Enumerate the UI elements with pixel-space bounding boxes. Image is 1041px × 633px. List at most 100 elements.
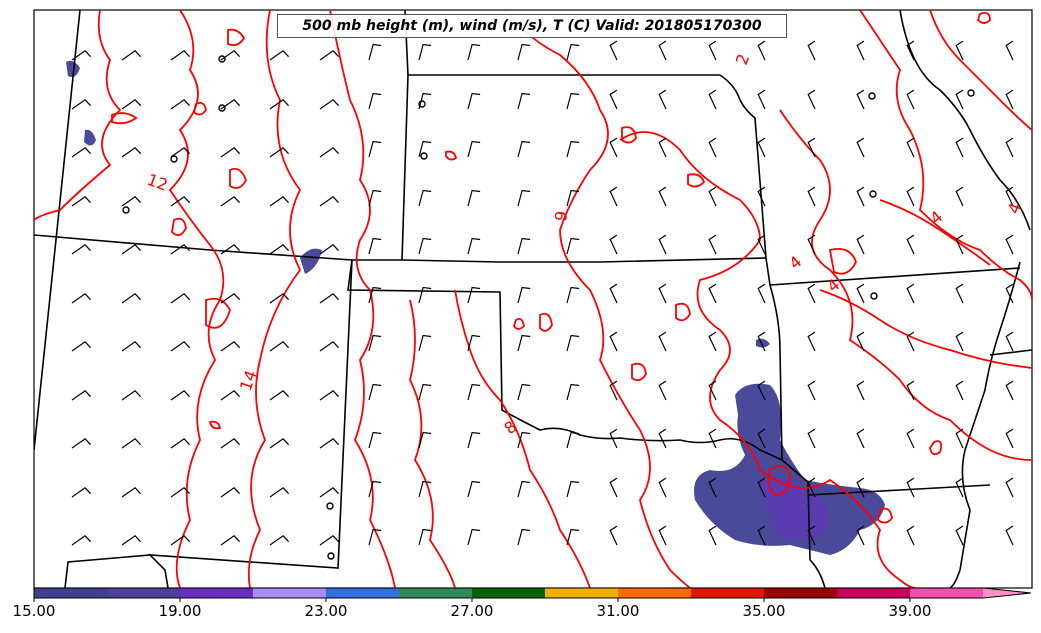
- wind-barb: [566, 140, 580, 158]
- wind-barb: [856, 380, 865, 401]
- wind-barb: [269, 244, 290, 255]
- wind-barb: [807, 477, 816, 498]
- wind-barb: [1005, 89, 1014, 110]
- wind-barb: [467, 334, 481, 352]
- colorbar-extension: [983, 588, 1031, 598]
- wind-barb: [269, 535, 290, 546]
- wind-barb: [71, 341, 92, 352]
- wind-barb: [609, 380, 618, 401]
- wind-barb: [856, 234, 865, 255]
- wind-barb: [220, 535, 241, 546]
- wind-barb: [467, 286, 481, 304]
- wind-barb: [609, 137, 618, 158]
- wind-barb: [517, 431, 531, 449]
- state-borders: [34, 10, 1032, 588]
- wind-barb: [517, 528, 531, 546]
- wind-barb: [566, 528, 580, 546]
- wind-barb: [1005, 40, 1014, 61]
- wind-barb: [418, 431, 432, 449]
- wind-barb: [1005, 525, 1014, 546]
- wind-barb: [220, 438, 241, 449]
- contour-label: 6: [550, 209, 570, 222]
- wind-barb: [566, 431, 580, 449]
- wind-barb: [1005, 234, 1014, 255]
- wind-barb: [220, 244, 241, 255]
- wind-barb: [170, 147, 191, 158]
- wind-barb: [418, 334, 432, 352]
- wind-barb: [170, 244, 191, 255]
- wind-barb: [1005, 331, 1014, 352]
- wind-barb: [807, 137, 816, 158]
- wind-barb: [955, 137, 964, 158]
- wind-barb: [609, 40, 618, 61]
- wind-barb: [319, 535, 340, 546]
- wind-barb: [319, 196, 340, 207]
- wind-barb: [517, 189, 531, 207]
- wind-barb: [269, 390, 290, 401]
- wind-barb: [906, 283, 915, 304]
- wind-barb: [1005, 477, 1014, 498]
- wind-barb: [906, 186, 915, 207]
- wind-barb: [71, 535, 92, 546]
- wind-barb: [906, 137, 915, 158]
- wind-barb: [757, 186, 766, 207]
- wind-barb: [807, 380, 816, 401]
- wind-barb: [71, 50, 92, 61]
- colorbar-segment: [399, 588, 472, 598]
- wind-barb: [467, 189, 481, 207]
- wind-barb: [566, 383, 580, 401]
- wind-barb: [368, 286, 382, 304]
- wind-barb: [856, 283, 865, 304]
- wind-barb: [170, 293, 191, 304]
- wind-barb: [856, 137, 865, 158]
- wind-barb: [467, 92, 481, 110]
- wind-barb: [418, 140, 432, 158]
- wind-barb: [807, 283, 816, 304]
- wind-barb: [757, 477, 766, 498]
- wind-barb: [170, 341, 191, 352]
- wind-barb: [170, 487, 191, 498]
- wind-barb: [1005, 380, 1014, 401]
- wind-barb: [856, 428, 865, 449]
- wind-barb: [856, 525, 865, 546]
- colorbar-tick-label: 23.00: [304, 602, 348, 620]
- colorbar-tick-label: 31.00: [596, 602, 640, 620]
- wind-barb: [121, 99, 142, 110]
- wind-barb: [955, 40, 964, 61]
- colorbar-tick-label: 27.00: [450, 602, 494, 620]
- wind-barb: [708, 186, 717, 207]
- colorbar-segment: [472, 588, 545, 598]
- wind-barb: [121, 293, 142, 304]
- wind-barb: [955, 234, 964, 255]
- wind-barb: [807, 89, 816, 110]
- wind-barb: [757, 40, 766, 61]
- wind-barb: [955, 283, 964, 304]
- wind-barb: [71, 244, 92, 255]
- wind-barb: [566, 286, 580, 304]
- wind-barb: [269, 196, 290, 207]
- wind-barb: [708, 283, 717, 304]
- wind-barb: [757, 283, 766, 304]
- wind-barb: [269, 99, 290, 110]
- wind-barb: [955, 331, 964, 352]
- wind-barb: [955, 186, 964, 207]
- wind-barb: [1005, 428, 1014, 449]
- wind-barb: [319, 293, 340, 304]
- wind-barb: [955, 525, 964, 546]
- wind-barb: [757, 525, 766, 546]
- wind-barb: [807, 40, 816, 61]
- wind-barb: [467, 480, 481, 498]
- wind-barb: [269, 438, 290, 449]
- wind-barb: [71, 99, 92, 110]
- wind-barb: [906, 89, 915, 110]
- wind-barbs: [71, 40, 1014, 546]
- wind-barb: [319, 487, 340, 498]
- wind-barb: [566, 480, 580, 498]
- wind-barb: [658, 89, 667, 110]
- wind-barb: [220, 487, 241, 498]
- wind-barb: [269, 293, 290, 304]
- wind-barb: [955, 477, 964, 498]
- wind-barb: [708, 428, 717, 449]
- wind-barb: [368, 383, 382, 401]
- wind-barb: [368, 480, 382, 498]
